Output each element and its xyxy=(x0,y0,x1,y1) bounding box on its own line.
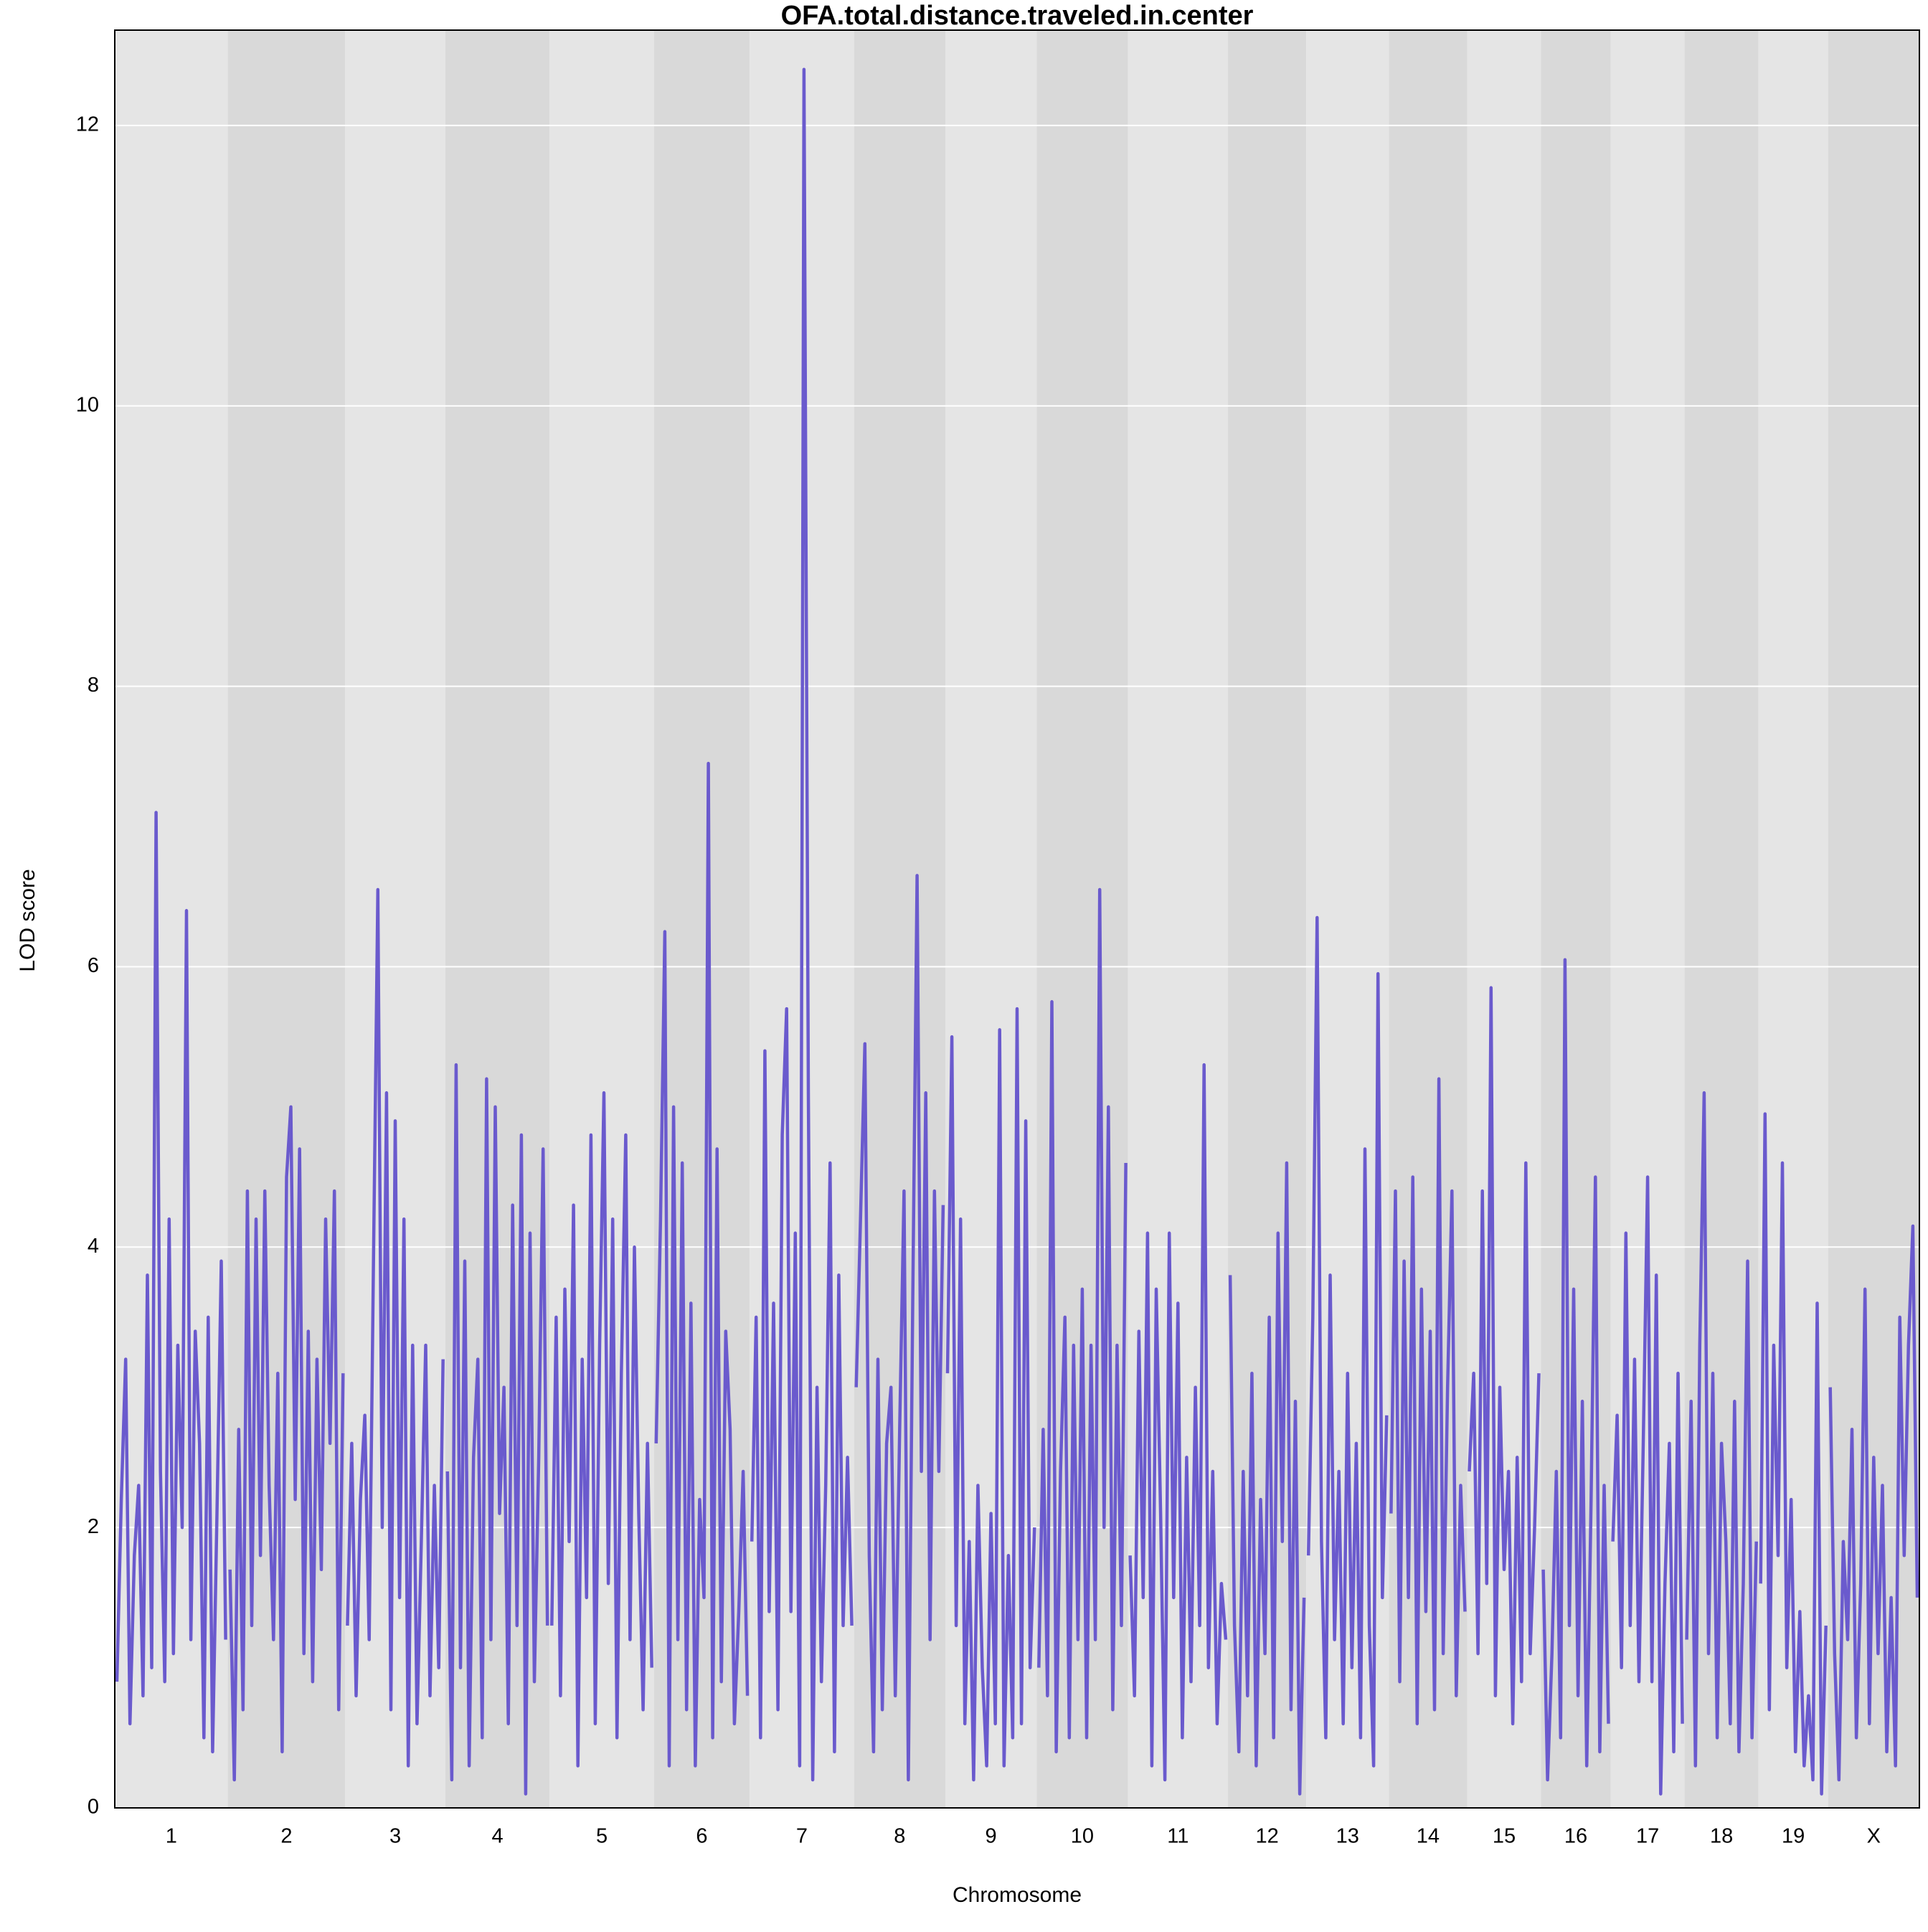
x-tick-label: 17 xyxy=(1636,1825,1659,1848)
y-tick-label: 10 xyxy=(76,393,99,416)
x-tick-label: 3 xyxy=(389,1825,401,1848)
lod-line xyxy=(1685,1091,1758,1768)
y-tick-label: 8 xyxy=(88,674,99,697)
x-tick-label: 18 xyxy=(1710,1825,1733,1848)
lod-line xyxy=(750,67,854,1782)
lod-line xyxy=(1468,986,1541,1725)
plot-border xyxy=(114,29,1920,1809)
y-tick-label: 0 xyxy=(88,1796,99,1819)
x-tick-label: 16 xyxy=(1564,1825,1587,1848)
lod-line xyxy=(115,811,227,1754)
x-tick-label: 10 xyxy=(1071,1825,1094,1848)
x-tick-label: 8 xyxy=(894,1825,905,1848)
y-axis-label: LOD score xyxy=(16,869,39,971)
lod-line xyxy=(550,1091,653,1768)
x-tick-label: 11 xyxy=(1167,1825,1189,1848)
lod-line xyxy=(854,874,945,1782)
y-tick-label: 4 xyxy=(88,1235,99,1258)
lod-line xyxy=(1611,1175,1684,1796)
x-tick-label: 14 xyxy=(1417,1825,1440,1848)
lod-line xyxy=(1037,887,1128,1754)
chart-title: OFA.total.distance.traveled.in.center xyxy=(781,1,1254,31)
chromosome-band xyxy=(227,30,346,1808)
x-tick-label: 19 xyxy=(1782,1825,1805,1848)
x-tick-label: X xyxy=(1867,1825,1881,1848)
lod-line xyxy=(1306,915,1389,1768)
lod-line xyxy=(1828,1224,1919,1782)
x-tick-label: 7 xyxy=(796,1825,808,1848)
chromosome-bands xyxy=(115,30,1919,1808)
x-tick-label: 6 xyxy=(696,1825,707,1848)
x-tick-label: 4 xyxy=(491,1825,503,1848)
lod-lines xyxy=(115,67,1919,1796)
x-tick-label: 5 xyxy=(596,1825,608,1848)
x-tick-label: 13 xyxy=(1336,1825,1359,1848)
lod-line xyxy=(1128,1062,1228,1782)
lod-line xyxy=(1759,1112,1828,1796)
y-tick-label: 2 xyxy=(88,1515,99,1538)
lod-line xyxy=(228,1105,345,1782)
chromosome-band xyxy=(549,30,654,1808)
lod-line xyxy=(654,761,750,1768)
x-tick-label: 15 xyxy=(1493,1825,1516,1848)
lod-line xyxy=(445,1062,549,1796)
x-tick-label: 1 xyxy=(166,1825,177,1848)
x-tick-label: 12 xyxy=(1255,1825,1278,1848)
x-axis-label: Chromosome xyxy=(953,1883,1082,1907)
y-tick-label: 6 xyxy=(88,954,99,977)
lod-line xyxy=(346,887,445,1768)
y-tick-label: 12 xyxy=(76,113,99,136)
lod-line xyxy=(1541,958,1610,1782)
lod-line xyxy=(1389,1077,1467,1725)
x-tick-label: 9 xyxy=(986,1825,997,1848)
lod-line xyxy=(945,1007,1036,1782)
lod-line xyxy=(1228,1161,1306,1796)
x-tick-label: 2 xyxy=(280,1825,292,1848)
